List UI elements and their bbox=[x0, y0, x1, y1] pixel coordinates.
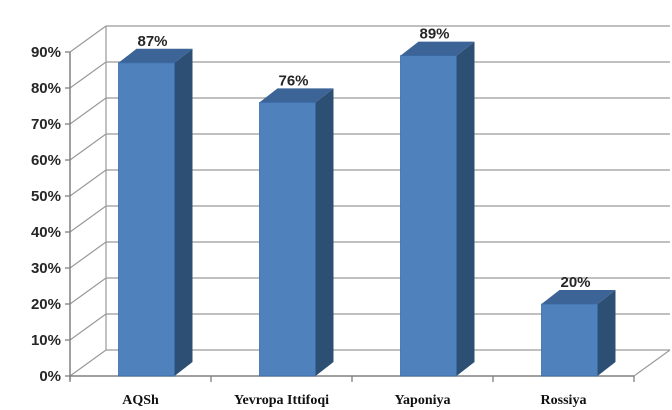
bar-side-face bbox=[597, 290, 616, 376]
data-label-aqsh: 87% bbox=[137, 33, 167, 50]
data-label-yaponiya: 89% bbox=[419, 26, 449, 43]
bar-side-face bbox=[315, 88, 334, 377]
bar-side-face bbox=[456, 41, 475, 376]
floor-edge bbox=[633, 349, 671, 377]
data-label-yevropa-ittifoqi: 76% bbox=[278, 72, 308, 89]
bar-top-face bbox=[259, 88, 334, 103]
y-tick-label: 10% bbox=[31, 332, 61, 349]
bar-yevropa-ittifoqi bbox=[259, 88, 334, 377]
y-tick-label: 20% bbox=[31, 296, 61, 313]
bar-top-face bbox=[118, 48, 193, 63]
bar-top-face bbox=[541, 290, 616, 304]
y-tick-label: 40% bbox=[31, 224, 61, 241]
x-tick-label-yevropa-ittifoqi: Yevropa Ittifoqi bbox=[234, 393, 329, 408]
x-tick-label-yaponiya: Yaponiya bbox=[394, 393, 450, 408]
bar-yaponiya bbox=[400, 41, 475, 377]
bars bbox=[118, 41, 616, 377]
y-tick-label: 70% bbox=[31, 116, 61, 133]
bar-front-face bbox=[118, 62, 175, 377]
x-tick-label-aqsh: AQSh bbox=[122, 393, 159, 408]
y-tick-label: 50% bbox=[31, 188, 61, 205]
y-axis-ticks: 0% 10% 20% 30% 40% 50% 60% 70% 80% 90% bbox=[31, 44, 61, 385]
y-tick-label: 90% bbox=[31, 44, 61, 61]
data-label-rossiya: 20% bbox=[560, 274, 590, 291]
bar-rossiya bbox=[541, 290, 616, 377]
bar-front-face bbox=[541, 303, 598, 377]
grid bbox=[69, 25, 671, 377]
bar-aqsh bbox=[118, 48, 193, 377]
bar-front-face bbox=[400, 55, 457, 377]
y-tick-label: 0% bbox=[39, 368, 61, 385]
x-axis-ticks: AQSh Yevropa Ittifoqi Yaponiya Rossiya bbox=[122, 393, 586, 408]
data-labels: 87% 76% 89% 20% bbox=[137, 26, 590, 291]
y-tick-label: 60% bbox=[31, 152, 61, 169]
bar-top-face bbox=[400, 41, 475, 56]
y-tick-label: 80% bbox=[31, 80, 61, 97]
bar-side-face bbox=[174, 48, 193, 377]
bar-front-face bbox=[259, 102, 316, 377]
x-tick-label-rossiya: Rossiya bbox=[541, 393, 587, 408]
y-tick-label: 30% bbox=[31, 260, 61, 277]
